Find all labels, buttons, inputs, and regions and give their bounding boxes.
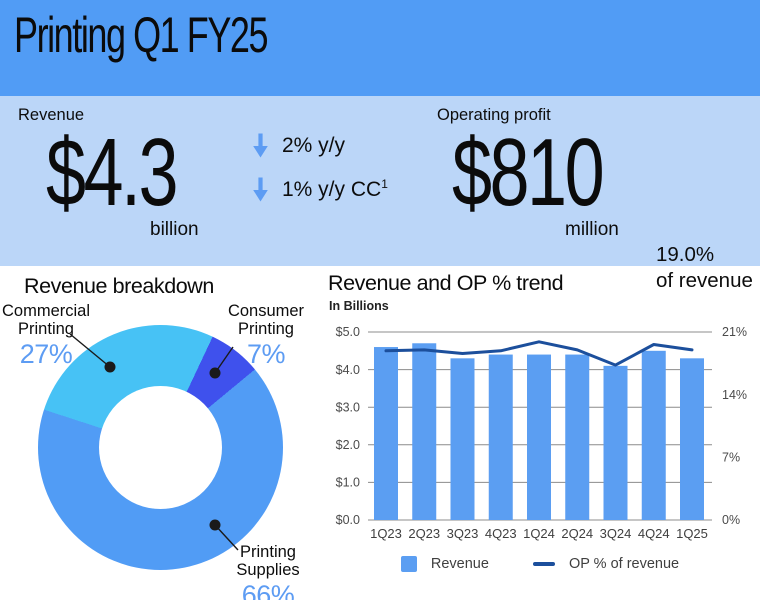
- donut-hole: [99, 386, 222, 509]
- x-axis-label-4Q23: 4Q23: [485, 526, 517, 541]
- bar-3Q23: [450, 358, 475, 520]
- breakdown-title: Revenue breakdown: [24, 274, 214, 298]
- change-text-main: 1% y/y CC: [282, 178, 382, 201]
- bar-3Q24: [603, 365, 628, 520]
- right-axis-tick: 7%: [722, 451, 740, 465]
- trend-axis-units-label: In Billions: [329, 299, 389, 313]
- x-axis-label-3Q23: 3Q23: [447, 526, 479, 541]
- segment-percent: 66%: [241, 579, 295, 600]
- trend-legend: Revenue OP % of revenue: [320, 556, 760, 572]
- down-arrow-icon: [253, 133, 268, 158]
- op-line-legend-swatch: [532, 561, 555, 567]
- segment-percent: 7%: [247, 338, 285, 369]
- left-axis-tick: $4.0: [336, 363, 360, 377]
- metrics-band: Revenue $4.3 billion 2% y/y 1% y/y CC1 O…: [0, 96, 760, 292]
- segment-percent: 27%: [19, 338, 73, 369]
- revenue-unit: billion: [150, 219, 199, 240]
- donut-label-consumer-printing: Consumer Printing 7%: [221, 302, 311, 370]
- right-axis-tick: 14%: [722, 388, 747, 402]
- bar-4Q23: [488, 354, 513, 520]
- revenue-changes: 2% y/y 1% y/y CC1: [252, 132, 388, 203]
- operating-margin-value: 19.0%: [656, 243, 715, 266]
- operating-profit-unit: million: [565, 219, 619, 240]
- x-axis-label-1Q23: 1Q23: [370, 526, 402, 541]
- left-axis-tick: $5.0: [336, 325, 360, 339]
- change-text: 1% y/y CC1: [282, 177, 388, 202]
- segment-label: Commercial Printing: [1, 302, 90, 338]
- x-axis-label-3Q24: 3Q24: [600, 526, 632, 541]
- left-axis-tick: $1.0: [336, 476, 360, 490]
- x-axis-label-1Q24: 1Q24: [523, 526, 555, 541]
- revenue-legend-swatch: [400, 556, 417, 572]
- operating-margin-caption: of revenue: [656, 268, 753, 292]
- right-axis-tick: 0%: [722, 513, 740, 527]
- change-text: 2% y/y: [282, 133, 346, 157]
- segment-label: Printing Supplies: [236, 543, 300, 579]
- x-axis-label-2Q24: 2Q24: [561, 526, 593, 541]
- revenue-value: $4.3: [46, 119, 179, 226]
- left-axis-tick: $3.0: [336, 400, 360, 414]
- right-axis-tick: 21%: [722, 325, 747, 339]
- bar-1Q24: [527, 354, 551, 520]
- revenue-label: Revenue: [18, 106, 85, 124]
- bar-2Q24: [565, 354, 590, 520]
- bar-1Q23: [374, 347, 398, 520]
- revenue-change-yy: 2% y/y: [252, 132, 388, 159]
- revenue-change-cc: 1% y/y CC1: [252, 176, 388, 203]
- left-axis-tick: $2.0: [336, 438, 360, 452]
- x-axis-label-2Q23: 2Q23: [408, 526, 440, 541]
- op-line-legend-label: OP % of revenue: [568, 556, 680, 572]
- segment-label: Consumer Printing: [227, 302, 305, 338]
- operating-profit-value: $810: [452, 119, 605, 226]
- operating-margin: 19.0% of revenue: [656, 242, 753, 293]
- x-axis-label-4Q24: 4Q24: [638, 526, 670, 541]
- left-axis-tick: $0.0: [336, 513, 360, 527]
- revenue-legend-label: Revenue: [430, 556, 489, 572]
- bar-1Q25: [680, 358, 704, 520]
- revenue-op-trend-chart: $5.0 $4.0 $3.0 $2.0 $1.0 $0.0 21% 14% 7% 0% 1Q23 2Q…: [336, 325, 747, 541]
- down-arrow-icon: [253, 177, 268, 202]
- op-percent-line: [384, 340, 694, 367]
- page-title: Printing Q1 FY25: [14, 7, 269, 63]
- donut-label-commercial-printing: Commercial Printing 27%: [0, 302, 92, 370]
- donut-label-printing-supplies: Printing Supplies 66%: [222, 543, 314, 600]
- operating-profit-label: Operating profit: [437, 106, 551, 124]
- trend-title: Revenue and OP % trend: [328, 271, 564, 295]
- bar-2Q23: [412, 343, 437, 520]
- footnote-superscript: 1: [381, 177, 388, 191]
- bar-4Q24: [641, 350, 666, 520]
- x-axis-label-1Q25: 1Q25: [676, 526, 708, 541]
- header-band: Printing Q1 FY25: [0, 0, 760, 96]
